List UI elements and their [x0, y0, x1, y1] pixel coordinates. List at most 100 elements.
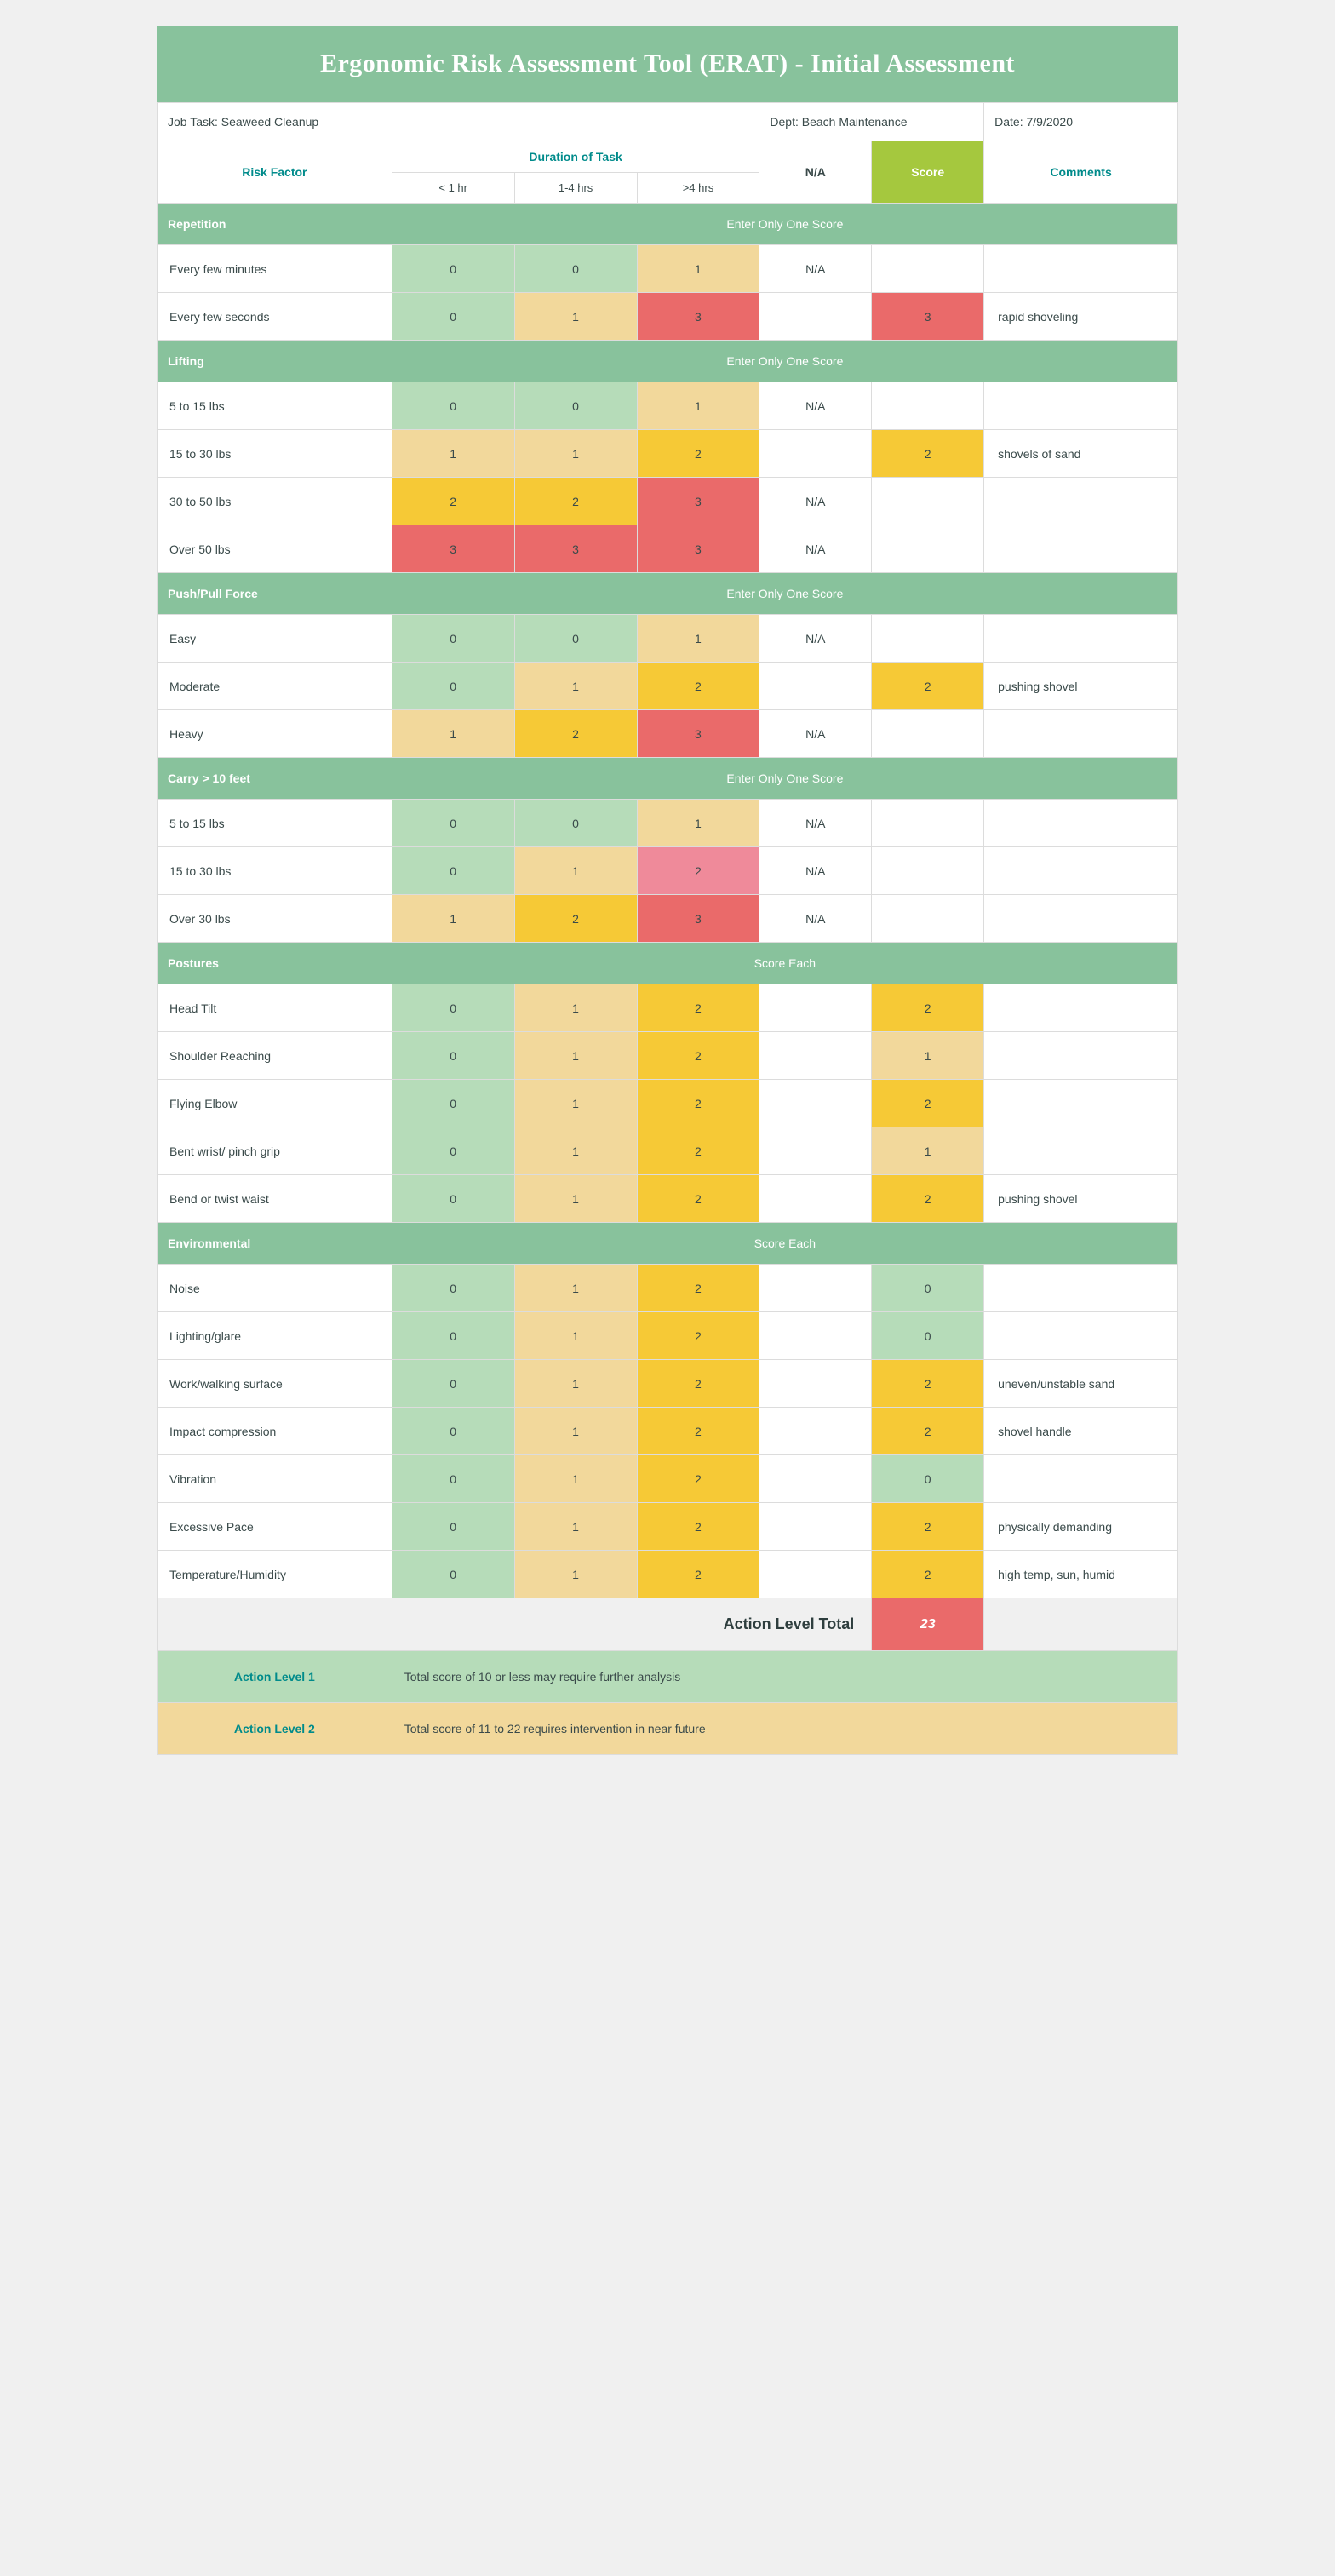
duration-cell[interactable]: 2: [637, 1032, 759, 1080]
duration-cell[interactable]: 2: [637, 1175, 759, 1223]
duration-cell[interactable]: 1: [392, 430, 514, 478]
comment-cell[interactable]: [984, 615, 1178, 663]
duration-cell[interactable]: 1: [514, 1503, 637, 1551]
score-cell[interactable]: 2: [872, 663, 984, 710]
comment-cell[interactable]: [984, 1455, 1178, 1503]
duration-cell[interactable]: 3: [637, 710, 759, 758]
comment-cell[interactable]: pushing shovel: [984, 1175, 1178, 1223]
na-cell[interactable]: N/A: [759, 525, 872, 573]
duration-cell[interactable]: 0: [392, 1080, 514, 1127]
duration-cell[interactable]: 0: [392, 1455, 514, 1503]
comment-cell[interactable]: [984, 245, 1178, 293]
score-cell[interactable]: 1: [872, 1127, 984, 1175]
score-cell[interactable]: [872, 245, 984, 293]
comment-cell[interactable]: [984, 984, 1178, 1032]
duration-cell[interactable]: 0: [392, 1175, 514, 1223]
score-cell[interactable]: [872, 525, 984, 573]
duration-cell[interactable]: 2: [637, 984, 759, 1032]
score-cell[interactable]: 3: [872, 293, 984, 341]
duration-cell[interactable]: 0: [392, 1551, 514, 1598]
score-cell[interactable]: 1: [872, 1032, 984, 1080]
score-cell[interactable]: 2: [872, 1408, 984, 1455]
na-cell[interactable]: [759, 1265, 872, 1312]
score-cell[interactable]: [872, 895, 984, 943]
duration-cell[interactable]: 0: [392, 245, 514, 293]
duration-cell[interactable]: 1: [514, 1032, 637, 1080]
comment-cell[interactable]: high temp, sun, humid: [984, 1551, 1178, 1598]
score-cell[interactable]: 0: [872, 1265, 984, 1312]
duration-cell[interactable]: 3: [392, 525, 514, 573]
comment-cell[interactable]: [984, 525, 1178, 573]
duration-cell[interactable]: 0: [392, 663, 514, 710]
score-cell[interactable]: 2: [872, 984, 984, 1032]
duration-cell[interactable]: 0: [392, 1360, 514, 1408]
score-cell[interactable]: 0: [872, 1455, 984, 1503]
comment-cell[interactable]: [984, 382, 1178, 430]
comment-cell[interactable]: [984, 847, 1178, 895]
score-cell[interactable]: [872, 615, 984, 663]
score-cell[interactable]: [872, 847, 984, 895]
comment-cell[interactable]: [984, 1032, 1178, 1080]
comment-cell[interactable]: [984, 1312, 1178, 1360]
comment-cell[interactable]: [984, 800, 1178, 847]
duration-cell[interactable]: 1: [514, 1360, 637, 1408]
duration-cell[interactable]: 3: [637, 895, 759, 943]
duration-cell[interactable]: 2: [514, 895, 637, 943]
comment-cell[interactable]: physically demanding: [984, 1503, 1178, 1551]
score-cell[interactable]: 2: [872, 1503, 984, 1551]
duration-cell[interactable]: 2: [637, 1360, 759, 1408]
duration-cell[interactable]: 2: [637, 1551, 759, 1598]
duration-cell[interactable]: 2: [637, 1408, 759, 1455]
duration-cell[interactable]: 2: [637, 1265, 759, 1312]
duration-cell[interactable]: 0: [392, 984, 514, 1032]
duration-cell[interactable]: 0: [392, 382, 514, 430]
comment-cell[interactable]: shovels of sand: [984, 430, 1178, 478]
comment-cell[interactable]: pushing shovel: [984, 663, 1178, 710]
na-cell[interactable]: N/A: [759, 710, 872, 758]
comment-cell[interactable]: [984, 1080, 1178, 1127]
na-cell[interactable]: [759, 1032, 872, 1080]
duration-cell[interactable]: 1: [637, 245, 759, 293]
na-cell[interactable]: [759, 984, 872, 1032]
score-cell[interactable]: [872, 800, 984, 847]
duration-cell[interactable]: 2: [514, 478, 637, 525]
comment-cell[interactable]: uneven/unstable sand: [984, 1360, 1178, 1408]
duration-cell[interactable]: 3: [637, 478, 759, 525]
na-cell[interactable]: [759, 1455, 872, 1503]
duration-cell[interactable]: 1: [514, 1312, 637, 1360]
comment-cell[interactable]: [984, 478, 1178, 525]
duration-cell[interactable]: 1: [392, 710, 514, 758]
na-cell[interactable]: [759, 1080, 872, 1127]
na-cell[interactable]: [759, 1127, 872, 1175]
duration-cell[interactable]: 2: [637, 847, 759, 895]
na-cell[interactable]: N/A: [759, 478, 872, 525]
na-cell[interactable]: N/A: [759, 615, 872, 663]
na-cell[interactable]: [759, 1551, 872, 1598]
na-cell[interactable]: N/A: [759, 800, 872, 847]
duration-cell[interactable]: 1: [514, 1551, 637, 1598]
score-cell[interactable]: 2: [872, 430, 984, 478]
na-cell[interactable]: [759, 1503, 872, 1551]
duration-cell[interactable]: 3: [514, 525, 637, 573]
duration-cell[interactable]: 1: [514, 1080, 637, 1127]
na-cell[interactable]: [759, 293, 872, 341]
na-cell[interactable]: [759, 430, 872, 478]
duration-cell[interactable]: 2: [637, 1312, 759, 1360]
comment-cell[interactable]: [984, 1127, 1178, 1175]
na-cell[interactable]: [759, 1360, 872, 1408]
duration-cell[interactable]: 1: [637, 800, 759, 847]
comment-cell[interactable]: [984, 710, 1178, 758]
duration-cell[interactable]: 2: [514, 710, 637, 758]
comment-cell[interactable]: rapid shoveling: [984, 293, 1178, 341]
duration-cell[interactable]: 1: [514, 1175, 637, 1223]
duration-cell[interactable]: 2: [392, 478, 514, 525]
duration-cell[interactable]: 1: [514, 430, 637, 478]
duration-cell[interactable]: 1: [514, 984, 637, 1032]
duration-cell[interactable]: 0: [392, 847, 514, 895]
duration-cell[interactable]: 2: [637, 1455, 759, 1503]
na-cell[interactable]: [759, 663, 872, 710]
duration-cell[interactable]: 0: [514, 615, 637, 663]
na-cell[interactable]: [759, 1408, 872, 1455]
duration-cell[interactable]: 0: [514, 382, 637, 430]
duration-cell[interactable]: 1: [637, 615, 759, 663]
